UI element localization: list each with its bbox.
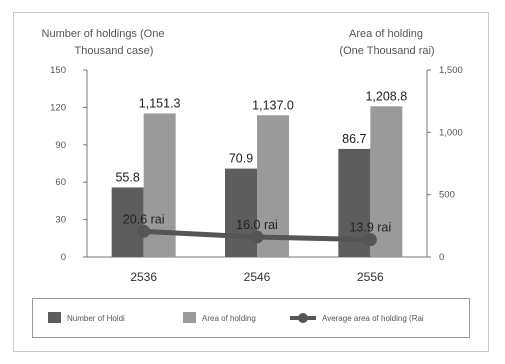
left-tick-label: 0 (61, 252, 66, 263)
bar-number-of-holdi-2536 (111, 187, 144, 257)
category-label-2556: 2556 (357, 270, 384, 284)
legend-frame (32, 298, 470, 338)
bar-area-of-holding-2556 (370, 106, 403, 257)
right-tick-label: 0 (439, 252, 444, 263)
data-label-0-2546: 70.9 (229, 152, 253, 166)
right-axis-title-line2: (One Thousand rai) (339, 45, 434, 57)
average-area-marker-2556 (363, 233, 377, 247)
right-axis-title-line1: Area of holding (349, 28, 423, 40)
average-area-label-2556: 13.9 rai (349, 221, 391, 235)
left-axis-ticks: 0 30 60 90 120 150 (50, 65, 87, 263)
average-area-label-2536: 20.6 rai (123, 212, 165, 226)
left-tick-label: 30 (55, 215, 66, 226)
data-label-1-2546: 1,137.0 (252, 98, 294, 112)
legend-marker-average-area (298, 313, 308, 323)
left-tick-label: 150 (50, 65, 66, 76)
average-area-marker-2546 (250, 230, 264, 244)
line-series (137, 224, 377, 247)
bar-number-of-holdi-2546 (225, 168, 257, 257)
average-area-marker-2536 (137, 224, 151, 238)
data-label-0-2556: 86.7 (342, 132, 366, 146)
legend-swatch-area-of-holding (183, 312, 196, 323)
legend-label-average-area: Average area of holding (Rai (322, 314, 424, 323)
category-label-2546: 2546 (244, 270, 271, 284)
left-tick-label: 60 (55, 177, 66, 188)
left-axis-title-line1: Number of holdings (One (42, 28, 165, 40)
legend-swatch-number-of-holdi (48, 312, 61, 323)
legend: Number of Holdi Area of holding Average … (48, 312, 424, 323)
right-tick-label: 1,000 (439, 127, 463, 138)
data-label-0-2536: 55.8 (115, 170, 139, 184)
category-labels: 2536 2546 2556 (130, 270, 384, 284)
data-label-1-2556: 1,208.8 (365, 89, 407, 103)
right-tick-label: 1,500 (439, 65, 463, 76)
left-tick-label: 90 (55, 140, 66, 151)
left-tick-label: 120 (50, 102, 66, 113)
right-tick-label: 500 (439, 190, 455, 201)
right-axis-ticks: 0 500 1,000 1,500 (427, 65, 463, 263)
data-labels: 55.8 1,151.3 70.9 1,137.0 86.7 1,208.8 20.6 ra… (115, 89, 407, 234)
legend-label-area-of-holding: Area of holding (202, 314, 256, 323)
left-axis-title-line2: Thousand case) (75, 45, 154, 57)
category-label-2536: 2536 (130, 270, 157, 284)
legend-label-number-of-holdi: Number of Holdi (67, 314, 125, 323)
data-label-1-2536: 1,151.3 (139, 96, 181, 110)
bar-series (111, 106, 403, 257)
average-area-label-2546: 16.0 rai (236, 218, 278, 232)
